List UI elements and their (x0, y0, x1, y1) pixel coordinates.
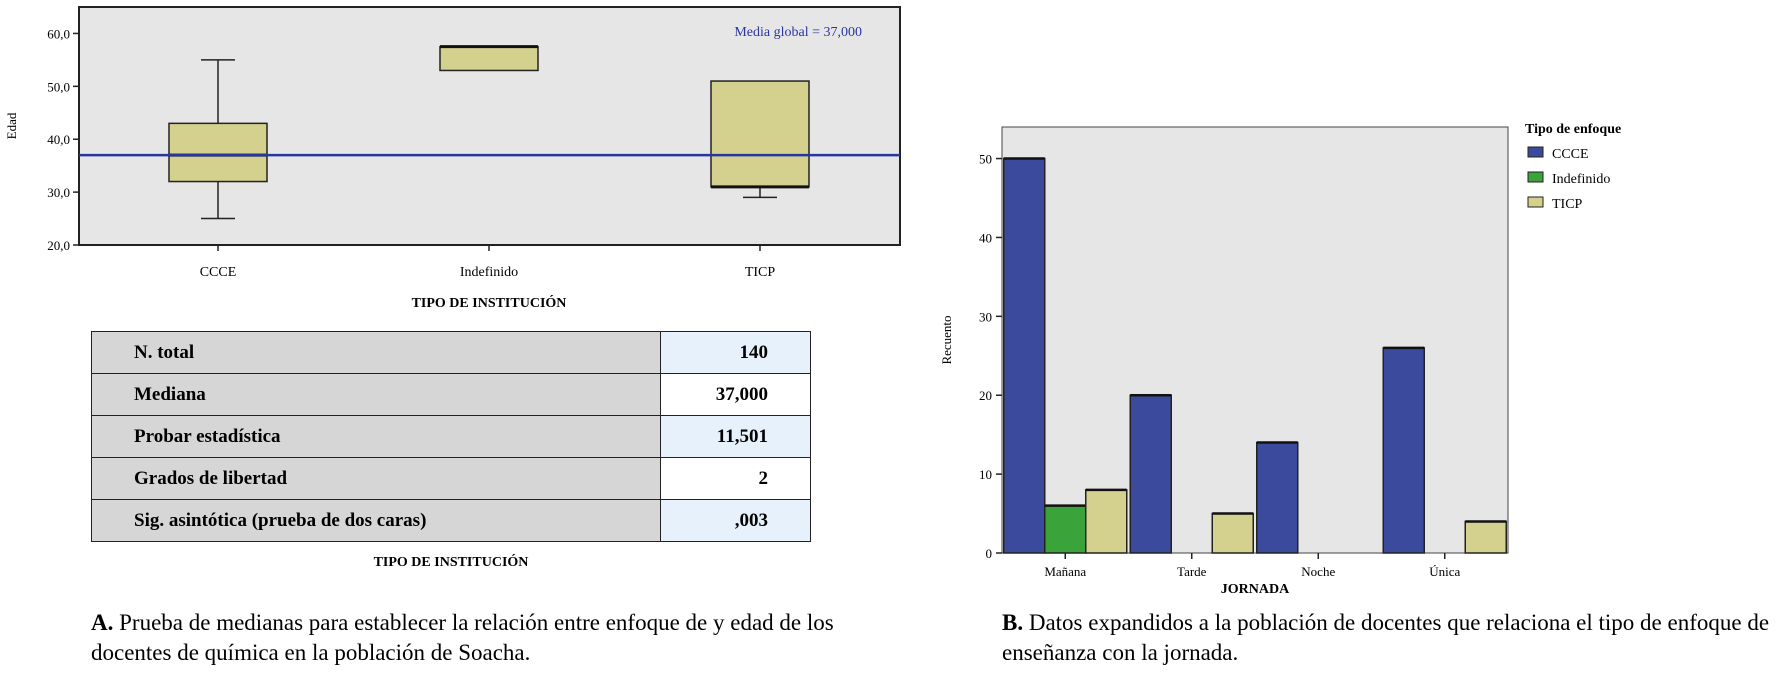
row-value: 37,000 (660, 373, 811, 416)
y-tick-label: 40,0 (47, 132, 70, 147)
bar-ccce-1 (1129, 394, 1172, 554)
global-mean-label: Media global = 37,000 (734, 25, 862, 40)
table-row: Probar estadística 11,501 (91, 415, 811, 458)
legend-swatch-indefinido (1527, 171, 1544, 183)
y-axis-label: Recuento (939, 315, 954, 364)
row-value: 140 (660, 331, 811, 374)
x-tick-label: Noche (1301, 564, 1335, 579)
caption-b: B. Datos expandidos a la población de do… (1002, 608, 1772, 668)
row-value: ,003 (660, 499, 811, 542)
x-axis-label: TIPO DE INSTITUCIÓN (412, 294, 567, 311)
row-value: 2 (660, 457, 811, 500)
legend-label-ccce: CCCE (1552, 147, 1589, 162)
x-tick-label: Única (1429, 564, 1460, 579)
y-tick-label: 0 (986, 546, 993, 561)
table-row: Sig. asintótica (prueba de dos caras) ,0… (91, 499, 811, 542)
y-tick-label: 20,0 (47, 238, 70, 253)
table-row: Grados de libertad 2 (91, 457, 811, 500)
y-tick-label: 30,0 (47, 185, 70, 200)
x-tick-label: Indefinido (460, 265, 518, 280)
y-tick-label: 30 (979, 309, 992, 324)
x-tick-label: Mañana (1044, 564, 1086, 579)
y-tick-label: 20 (979, 388, 992, 403)
row-value: 11,501 (660, 415, 811, 458)
boxplot-chart: 20,0 30,0 40,0 50,0 60,0 Edad CCCE Indefinido TI… (4, 6, 901, 311)
bar-indefinido-0 (1044, 504, 1087, 554)
row-label: Grados de libertad (91, 457, 661, 500)
row-label: Sig. asintótica (prueba de dos caras) (91, 499, 661, 542)
row-label: Probar estadística (91, 415, 661, 458)
legend-label-indefinido: Indefinido (1552, 172, 1610, 187)
row-label: Mediana (91, 373, 661, 416)
caption-b-label: B. (1002, 610, 1024, 635)
caption-a-label: A. (91, 610, 114, 635)
bar-ccce-3 (1382, 347, 1425, 554)
caption-a-text: Prueba de medianas para establecer la re… (91, 610, 834, 665)
table-row: N. total 140 (91, 331, 811, 374)
y-tick-label: 60,0 (47, 26, 70, 41)
median-test-table: N. total 140 Mediana 37,000 Probar estad… (91, 331, 811, 542)
box-indefinido (439, 45, 539, 72)
bar-ticp-0 (1085, 489, 1128, 554)
x-tick-label: TICP (745, 265, 776, 280)
legend-swatch-ticp (1527, 196, 1544, 208)
x-tick-label: Tarde (1177, 564, 1207, 579)
x-axis-label: JORNADA (1221, 582, 1290, 597)
y-tick-label: 50,0 (47, 79, 70, 94)
y-tick-label: 50 (979, 152, 992, 167)
y-axis-label: Edad (4, 112, 19, 139)
bar-ccce-0 (1003, 157, 1046, 554)
bar-ticp-3 (1464, 520, 1507, 554)
bar-ticp-1 (1211, 512, 1254, 554)
y-tick-label: 10 (979, 467, 992, 482)
bar-chart: 0 10 20 30 40 50 Recuento Mañana Tarde Noche Única… (939, 122, 1621, 597)
plot-area (1001, 126, 1509, 554)
bar-ccce-2 (1256, 441, 1299, 554)
caption-b-text: Datos expandidos a la población de docen… (1002, 610, 1770, 665)
legend-swatch-ccce (1527, 146, 1544, 158)
table-row: Mediana 37,000 (91, 373, 811, 416)
table-caption: TIPO DE INSTITUCIÓN (373, 555, 529, 570)
caption-a: A. Prueba de medianas para establecer la… (91, 608, 871, 668)
row-label: N. total (91, 331, 661, 374)
legend-label-ticp: TICP (1552, 197, 1583, 212)
legend-title: Tipo de enfoque (1525, 122, 1621, 137)
y-tick-label: 40 (979, 230, 992, 245)
box-ccce (168, 122, 268, 183)
box-ticp (710, 80, 810, 188)
x-tick-label: CCCE (200, 265, 237, 280)
